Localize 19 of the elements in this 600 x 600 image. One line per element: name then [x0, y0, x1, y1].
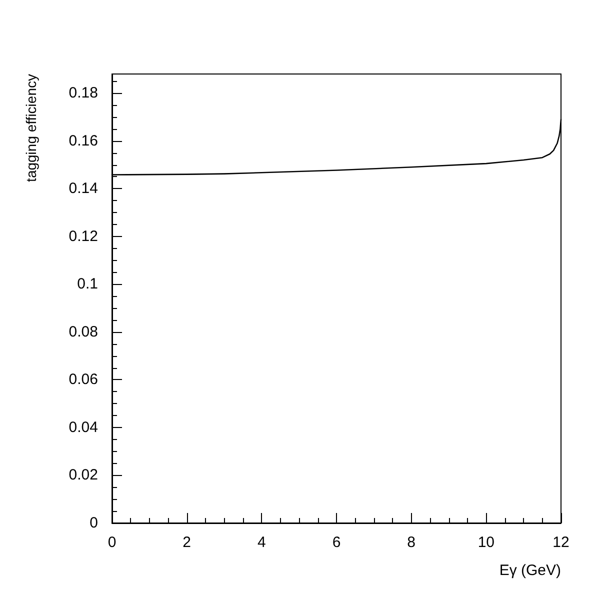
x-tick-label: 4: [257, 534, 266, 551]
y-axis-title: tagging efficiency: [23, 74, 39, 182]
x-tick-label: 6: [332, 534, 341, 551]
x-tick-label: 8: [407, 534, 416, 551]
x-tick-label: 0: [108, 534, 116, 551]
y-tick-label: 0.02: [68, 466, 98, 484]
y-tick-label: 0.16: [68, 132, 98, 150]
x-tick-label: 2: [182, 534, 192, 551]
y-tick-label: 0.12: [68, 228, 98, 245]
x-tick-label: 12: [552, 534, 570, 551]
x-tick-label: 10: [478, 534, 495, 551]
y-tick-label: 0.08: [68, 323, 98, 340]
y-tick-label: 0.14: [68, 180, 98, 198]
y-tick-label: 0.1: [77, 276, 98, 293]
y-tick-label: 0: [90, 514, 98, 532]
x-axis-title: Eγ (GeV): [499, 562, 561, 579]
y-tick-label: 0.06: [68, 371, 98, 388]
y-tick-label: 0.18: [68, 84, 98, 102]
y-tick-label: 0.04: [68, 418, 98, 436]
